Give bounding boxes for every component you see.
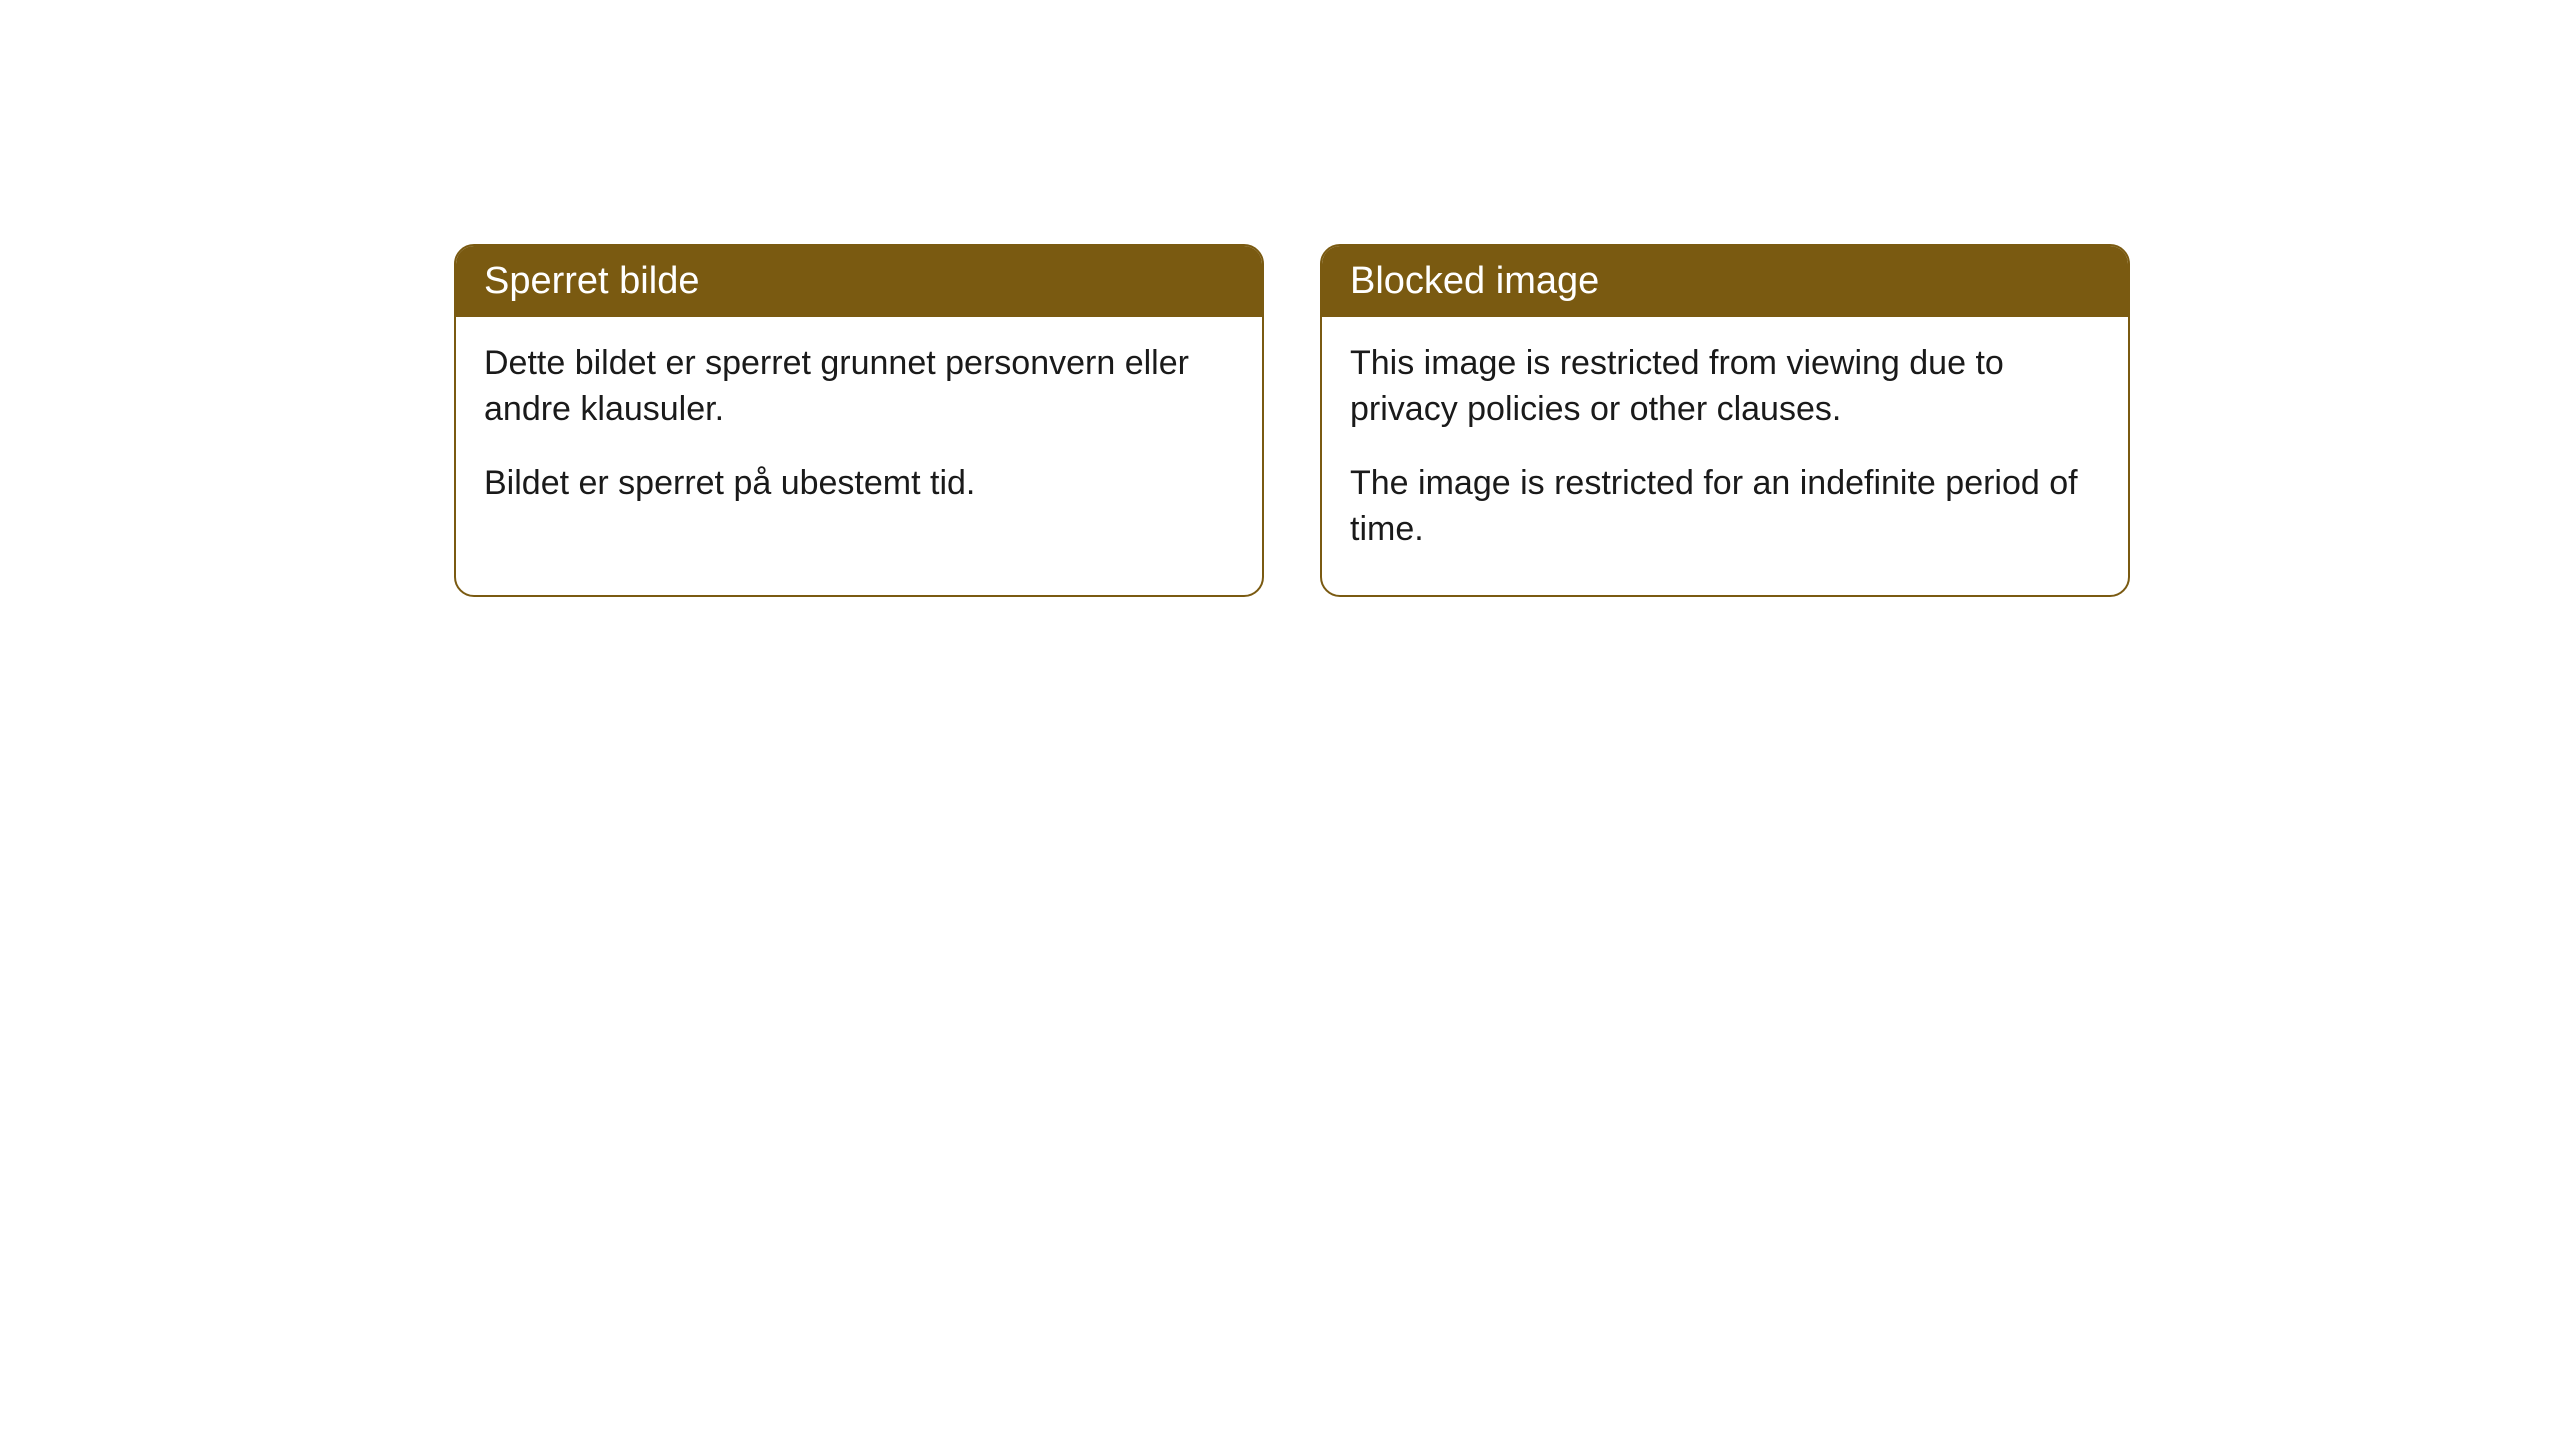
card-title: Blocked image xyxy=(1350,260,1599,302)
card-body: Dette bildet er sperret grunnet personve… xyxy=(456,317,1262,549)
card-title: Sperret bilde xyxy=(484,260,699,302)
card-paragraph: Dette bildet er sperret grunnet personve… xyxy=(484,341,1234,433)
notice-card-english: Blocked image This image is restricted f… xyxy=(1320,244,2130,597)
notice-card-norwegian: Sperret bilde Dette bildet er sperret gr… xyxy=(454,244,1264,597)
card-header: Blocked image xyxy=(1322,246,2128,317)
card-paragraph: This image is restricted from viewing du… xyxy=(1350,341,2100,433)
card-header: Sperret bilde xyxy=(456,246,1262,317)
notice-container: Sperret bilde Dette bildet er sperret gr… xyxy=(0,0,2560,597)
card-body: This image is restricted from viewing du… xyxy=(1322,317,2128,595)
card-paragraph: The image is restricted for an indefinit… xyxy=(1350,461,2100,553)
card-paragraph: Bildet er sperret på ubestemt tid. xyxy=(484,461,1234,507)
